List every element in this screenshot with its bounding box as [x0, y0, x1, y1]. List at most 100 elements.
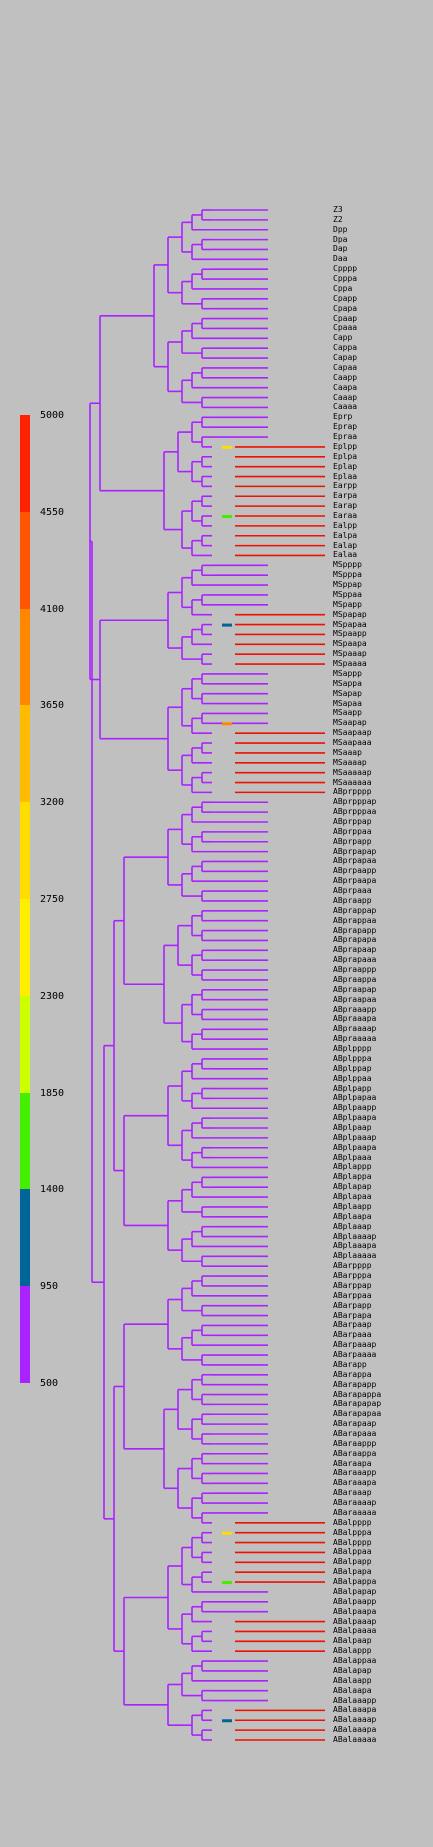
leaf-label: ABarapaap — [333, 1419, 377, 1429]
leaf-label: ABarpapa — [333, 1310, 372, 1320]
leaf-label: ABpraaaap — [333, 1024, 377, 1034]
leaf-label: Z3 — [333, 205, 343, 214]
leaf-label: MSpapap — [333, 609, 367, 619]
leaf-label: ABprpppap — [333, 797, 377, 807]
leaf-label: MSaapaaa — [333, 738, 372, 748]
leaf-label: ABalpaap — [333, 1636, 372, 1646]
leaf-label: Ealpa — [333, 530, 358, 540]
leaf-label: ABplpppp — [333, 1044, 372, 1054]
branch-color-accent — [222, 445, 232, 449]
branch-color-accent — [222, 515, 232, 518]
scale-segment — [20, 608, 30, 706]
leaf-label: ABprppap — [333, 817, 372, 826]
leaf-label: Eprap — [333, 422, 358, 432]
leaf-label: MSapap — [333, 688, 362, 698]
time-scale-bar — [20, 415, 30, 1383]
leaf-label: ABplpaapp — [333, 1103, 377, 1113]
leaf-label: ABplppaa — [333, 1073, 372, 1083]
leaf-label: MSappp — [333, 668, 362, 678]
leaf-label: MSppaa — [333, 589, 362, 599]
leaf-label: ABaraaap — [333, 1488, 372, 1498]
leaf-label: Ealaa — [333, 550, 358, 560]
leaf-label: ABalaapp — [333, 1675, 372, 1685]
leaf-label: ABalpppa — [333, 1527, 372, 1537]
leaf-label: ABarpaap — [333, 1320, 372, 1330]
leaf-label: ABprpppp — [333, 787, 372, 797]
leaf-label: ABalaapa — [333, 1685, 372, 1695]
leaf-label: ABarpppp — [333, 1261, 372, 1271]
leaf-label: ABarapapp — [333, 1379, 377, 1389]
leaf-label: ABplpaaap — [333, 1132, 377, 1142]
leaf-label: ABprappaa — [333, 915, 377, 925]
leaf-label: ABprppaa — [333, 826, 372, 836]
leaf-label: ABplaaaap — [333, 1231, 377, 1241]
leaf-label: ABalaaapa — [333, 1705, 377, 1715]
leaf-label: ABplapap — [333, 1182, 372, 1192]
leaf-label: ABalpaapp — [333, 1596, 377, 1606]
leaf-label: Eplap — [333, 461, 358, 471]
leaf-label: ABalaaaaa — [333, 1735, 377, 1744]
leaf-label: ABarapp — [333, 1359, 367, 1369]
scale-segment — [20, 802, 30, 899]
leaf-label: Ealap — [333, 540, 358, 550]
leaf-label: ABalpapap — [333, 1586, 377, 1596]
leaf-label: MSaaap — [333, 747, 362, 757]
scale-tick-label: 5000 — [40, 410, 65, 421]
leaf-label: ABalaaaap — [333, 1715, 377, 1725]
leaf-label: ABplaaap — [333, 1221, 372, 1231]
leaf-label: ABarpaaap — [333, 1340, 377, 1350]
leaf-label: ABarpaaaa — [333, 1350, 377, 1360]
leaf-label: Earaa — [333, 511, 358, 520]
leaf-label: Cppa — [333, 283, 353, 293]
leaf-label: ABaraaapp — [333, 1468, 377, 1478]
leaf-label: ABplaapa — [333, 1211, 372, 1221]
leaf-label: ABaraaaaa — [333, 1507, 377, 1517]
leaf-label: Cpapa — [333, 303, 358, 313]
leaf-label: ABalpppp — [333, 1517, 372, 1527]
leaf-label: ABaraappp — [333, 1438, 377, 1448]
leaf-label: MSapaa — [333, 698, 362, 708]
leaf-label: ABarappa — [333, 1369, 372, 1379]
leaf-label: Cappa — [333, 343, 358, 353]
branch-color-accent — [222, 722, 232, 726]
leaf-label: ABpraapp — [333, 895, 372, 905]
leaf-label: ABplpaapa — [333, 1142, 377, 1152]
leaf-label: Caapa — [333, 382, 358, 392]
leaf-label: ABplappa — [333, 1172, 372, 1182]
leaf-label: ABprpapaa — [333, 856, 377, 866]
leaf-label: ABalappaa — [333, 1656, 377, 1666]
branch-color-accent — [222, 1719, 232, 1723]
leaf-label: Capap — [333, 353, 358, 363]
scale-segment — [20, 995, 30, 1093]
leaf-label: ABplpaap — [333, 1123, 372, 1132]
leaf-label: MSpppa — [333, 570, 362, 580]
leaf-label: ABalpapa — [333, 1567, 372, 1577]
leaf-label: ABprapaaa — [333, 955, 377, 965]
leaf-label: ABplaaapa — [333, 1241, 377, 1251]
scale-segment — [20, 511, 30, 609]
scale-tick-label: 2300 — [40, 990, 65, 1002]
leaf-label: ABarapaaa — [333, 1429, 377, 1438]
scale-tick-label: 950 — [40, 1281, 59, 1293]
leaf-label: Capp — [333, 333, 353, 343]
leaf-label: MSaaaaaa — [333, 777, 372, 787]
leaf-label: Earap — [333, 501, 358, 511]
leaf-label: ABplapaa — [333, 1192, 372, 1202]
leaf-label: ABalaaapa — [333, 1725, 377, 1735]
leaf-label: ABalappp — [333, 1646, 372, 1656]
leaf-label: ABprapapa — [333, 935, 377, 945]
leaf-label: Dpp — [333, 224, 348, 234]
leaf-label: ABpraapap — [333, 984, 377, 994]
branch-color-accent — [222, 623, 232, 627]
leaf-label: MSpaapp — [333, 629, 367, 639]
leaf-label: MSaapp — [333, 708, 362, 718]
leaf-label: ABplpaaa — [333, 1152, 372, 1162]
leaf-label: ABarpapp — [333, 1300, 372, 1310]
leaf-label: Epraa — [333, 432, 358, 442]
leaf-label: ABplaaaaa — [333, 1251, 377, 1261]
branch-color-accent — [222, 1531, 232, 1535]
leaf-label: MSppap — [333, 580, 362, 590]
leaf-label: Cpppp — [333, 264, 358, 274]
scale-tick-label: 4100 — [40, 603, 65, 615]
leaf-label: ABprpaapa — [333, 876, 377, 886]
